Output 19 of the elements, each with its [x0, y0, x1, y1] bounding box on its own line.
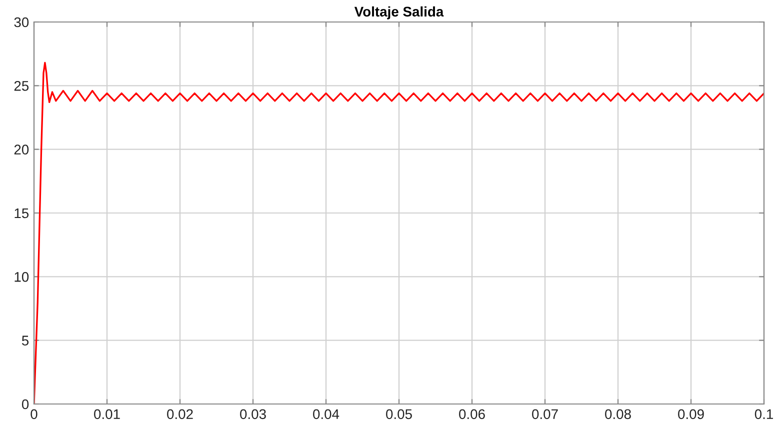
- y-tick-label: 5: [22, 336, 29, 346]
- x-tick-label: 0.01: [94, 409, 120, 420]
- x-tick-label: 0.05: [386, 409, 412, 420]
- x-tick-label: 0.06: [459, 409, 485, 420]
- x-tick-label: 0.03: [240, 409, 266, 420]
- x-tick-label: 0: [30, 409, 38, 420]
- chart-title: Voltaje Salida: [354, 6, 444, 20]
- y-tick-label: 0: [22, 399, 29, 410]
- x-tick-label: 0.04: [313, 409, 340, 420]
- x-tick-label: 0.1: [754, 409, 773, 420]
- x-tick-label: 0.02: [167, 409, 193, 420]
- y-tick-label: 15: [14, 208, 29, 218]
- y-tick-label: 10: [14, 272, 29, 282]
- x-tick-label: 0.07: [532, 409, 558, 420]
- y-tick-label: 20: [14, 144, 29, 155]
- x-tick-label: 0.09: [678, 409, 704, 420]
- x-tick-label: 0.08: [605, 409, 631, 420]
- y-tick-label: 25: [14, 81, 29, 91]
- y-tick-label: 30: [14, 17, 29, 28]
